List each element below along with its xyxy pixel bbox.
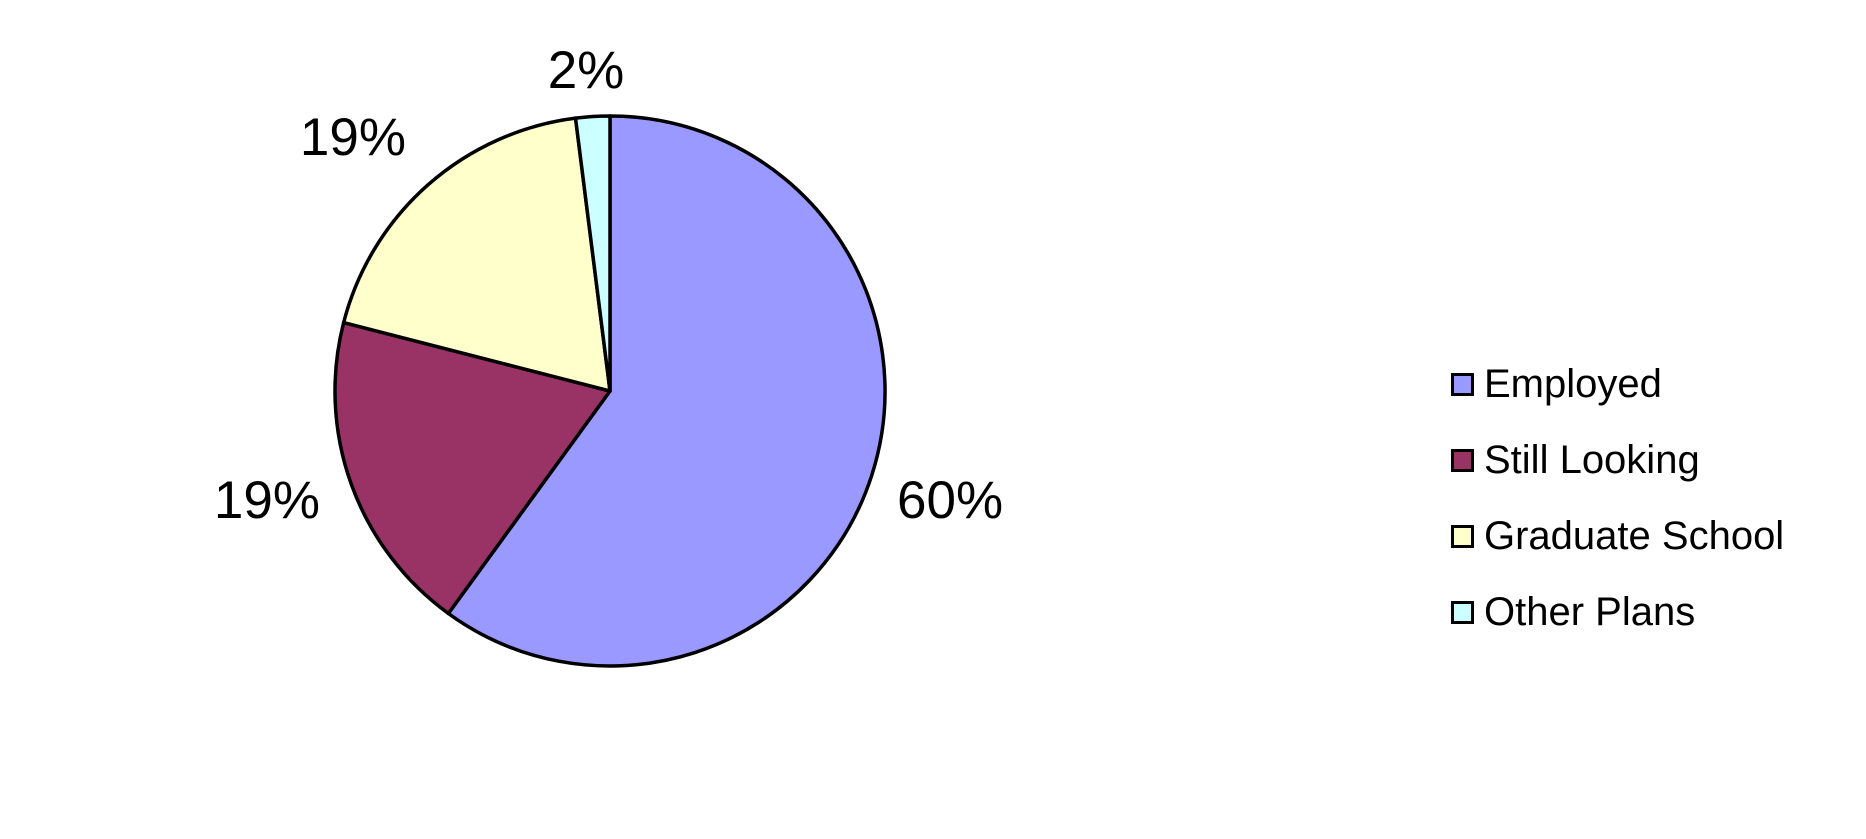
data-label: 60% [897, 471, 1003, 530]
legend-item-other-plans: Other Plans [1451, 574, 1784, 650]
legend-item-still-looking: Still Looking [1451, 422, 1784, 498]
slice-still-looking [333, 320, 612, 616]
legend-swatch [1451, 372, 1474, 396]
legend-swatch [1451, 448, 1474, 472]
legend-label: Still Looking [1484, 437, 1700, 482]
slice-employed [446, 114, 887, 668]
legend-label: Other Plans [1484, 589, 1696, 634]
slice-other-plans [573, 114, 612, 393]
legend: Employed Still Looking Graduate School O… [1451, 346, 1784, 650]
legend-label: Graduate School [1484, 513, 1785, 558]
legend-item-employed: Employed [1451, 346, 1784, 422]
data-label: 2% [548, 41, 625, 100]
data-label: 19% [214, 471, 320, 530]
legend-swatch [1451, 600, 1474, 624]
legend-item-graduate-school: Graduate School [1451, 498, 1784, 574]
slice-graduate-school [341, 116, 612, 393]
legend-swatch [1451, 524, 1474, 548]
data-label: 19% [300, 108, 406, 167]
legend-label: Employed [1484, 361, 1662, 406]
